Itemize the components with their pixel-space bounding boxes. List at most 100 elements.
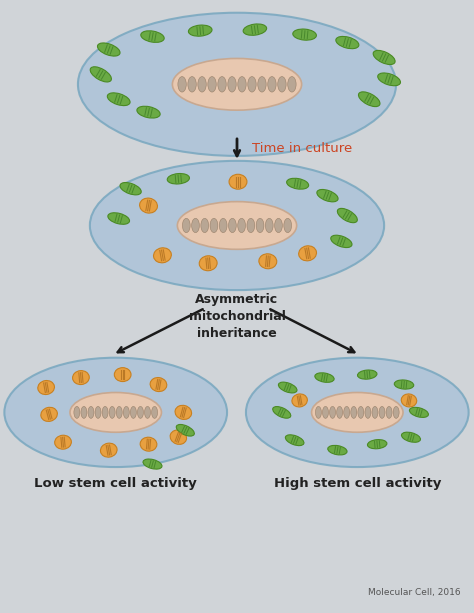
Ellipse shape xyxy=(265,218,273,233)
Ellipse shape xyxy=(394,380,414,389)
Ellipse shape xyxy=(173,58,301,110)
Ellipse shape xyxy=(191,218,200,233)
Ellipse shape xyxy=(378,73,401,86)
Ellipse shape xyxy=(130,406,137,418)
Ellipse shape xyxy=(182,218,190,233)
Ellipse shape xyxy=(328,446,347,455)
Ellipse shape xyxy=(315,373,334,383)
Ellipse shape xyxy=(189,25,212,36)
Ellipse shape xyxy=(198,77,206,92)
Ellipse shape xyxy=(55,435,72,449)
Ellipse shape xyxy=(299,246,317,261)
Ellipse shape xyxy=(372,406,378,418)
Ellipse shape xyxy=(90,67,111,82)
Ellipse shape xyxy=(256,218,264,233)
Ellipse shape xyxy=(316,406,321,418)
Ellipse shape xyxy=(102,406,108,418)
Ellipse shape xyxy=(170,430,187,444)
Ellipse shape xyxy=(95,406,101,418)
Ellipse shape xyxy=(137,406,144,418)
Ellipse shape xyxy=(401,394,417,407)
Ellipse shape xyxy=(70,392,162,432)
Ellipse shape xyxy=(358,406,364,418)
Ellipse shape xyxy=(238,218,246,233)
Ellipse shape xyxy=(292,394,307,407)
Ellipse shape xyxy=(284,218,292,233)
Ellipse shape xyxy=(218,77,226,92)
Ellipse shape xyxy=(78,13,396,156)
Ellipse shape xyxy=(357,370,377,379)
Ellipse shape xyxy=(177,202,297,249)
Ellipse shape xyxy=(379,406,385,418)
Ellipse shape xyxy=(337,208,357,223)
Ellipse shape xyxy=(285,435,304,446)
Ellipse shape xyxy=(178,77,186,92)
Ellipse shape xyxy=(229,174,247,189)
Ellipse shape xyxy=(38,381,55,395)
Ellipse shape xyxy=(143,459,162,469)
Ellipse shape xyxy=(228,218,236,233)
Ellipse shape xyxy=(109,406,115,418)
Text: High stem cell activity: High stem cell activity xyxy=(273,478,441,490)
Ellipse shape xyxy=(100,443,117,457)
Ellipse shape xyxy=(90,161,384,290)
Ellipse shape xyxy=(114,368,131,381)
Ellipse shape xyxy=(188,77,196,92)
Ellipse shape xyxy=(116,406,122,418)
Ellipse shape xyxy=(81,406,87,418)
Ellipse shape xyxy=(176,424,194,436)
Ellipse shape xyxy=(4,358,227,467)
Ellipse shape xyxy=(293,29,317,40)
Ellipse shape xyxy=(140,437,157,451)
Ellipse shape xyxy=(150,378,167,392)
Ellipse shape xyxy=(268,77,276,92)
Ellipse shape xyxy=(238,77,246,92)
Ellipse shape xyxy=(120,183,141,195)
Ellipse shape xyxy=(140,198,157,213)
Ellipse shape xyxy=(108,213,129,224)
Ellipse shape xyxy=(199,256,217,271)
Ellipse shape xyxy=(41,407,57,421)
Ellipse shape xyxy=(337,406,343,418)
Ellipse shape xyxy=(175,405,191,419)
Ellipse shape xyxy=(208,77,216,92)
Text: Asymmetric
mitochondrial
inheritance: Asymmetric mitochondrial inheritance xyxy=(189,293,285,340)
Ellipse shape xyxy=(278,382,297,393)
Ellipse shape xyxy=(107,93,130,105)
Ellipse shape xyxy=(258,77,266,92)
Ellipse shape xyxy=(259,254,277,268)
Ellipse shape xyxy=(367,440,387,449)
Ellipse shape xyxy=(336,36,359,48)
Ellipse shape xyxy=(351,406,357,418)
Ellipse shape xyxy=(246,358,469,467)
Ellipse shape xyxy=(358,92,380,107)
Ellipse shape xyxy=(248,77,256,92)
Text: Molecular Cell, 2016: Molecular Cell, 2016 xyxy=(368,588,461,597)
Ellipse shape xyxy=(373,50,395,64)
Ellipse shape xyxy=(317,189,338,202)
Ellipse shape xyxy=(141,31,164,42)
Ellipse shape xyxy=(344,406,350,418)
Ellipse shape xyxy=(137,106,160,118)
Ellipse shape xyxy=(278,77,286,92)
Ellipse shape xyxy=(123,406,129,418)
Ellipse shape xyxy=(74,406,80,418)
Ellipse shape xyxy=(73,371,89,384)
Ellipse shape xyxy=(274,218,283,233)
Ellipse shape xyxy=(311,392,403,432)
Ellipse shape xyxy=(219,218,227,233)
Ellipse shape xyxy=(88,406,94,418)
Ellipse shape xyxy=(329,406,336,418)
Ellipse shape xyxy=(393,406,399,418)
Ellipse shape xyxy=(386,406,392,418)
Ellipse shape xyxy=(152,406,157,418)
Ellipse shape xyxy=(331,235,352,248)
Ellipse shape xyxy=(365,406,371,418)
Text: Time in culture: Time in culture xyxy=(252,142,352,156)
Ellipse shape xyxy=(167,173,190,184)
Ellipse shape xyxy=(154,248,171,263)
Ellipse shape xyxy=(145,406,150,418)
Ellipse shape xyxy=(210,218,218,233)
Ellipse shape xyxy=(201,218,209,233)
Ellipse shape xyxy=(247,218,255,233)
